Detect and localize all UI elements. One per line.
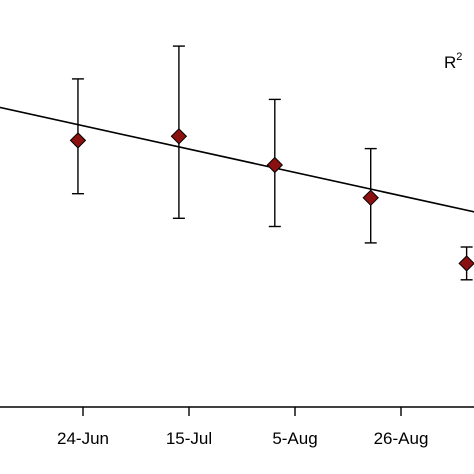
data-point-marker	[170, 128, 188, 145]
x-tick-label: 24-Jun	[57, 429, 109, 448]
data-point-marker	[266, 156, 284, 174]
trendline-group	[0, 106, 474, 213]
r-squared-superscript: 2	[456, 51, 462, 63]
data-point-marker	[362, 189, 379, 207]
x-tick-label: 15-Jul	[166, 429, 212, 448]
r-squared-label: R2	[444, 51, 462, 72]
error-bars	[71, 45, 473, 281]
trendline	[0, 106, 474, 213]
data-point-marker	[458, 255, 474, 272]
r-squared-base: R	[444, 53, 456, 72]
data-points	[69, 128, 474, 272]
data-point-marker	[69, 132, 87, 149]
x-ticks	[82, 407, 402, 416]
x-tick-label: 26-Aug	[374, 429, 429, 448]
x-tick-label: 5-Aug	[272, 429, 317, 448]
